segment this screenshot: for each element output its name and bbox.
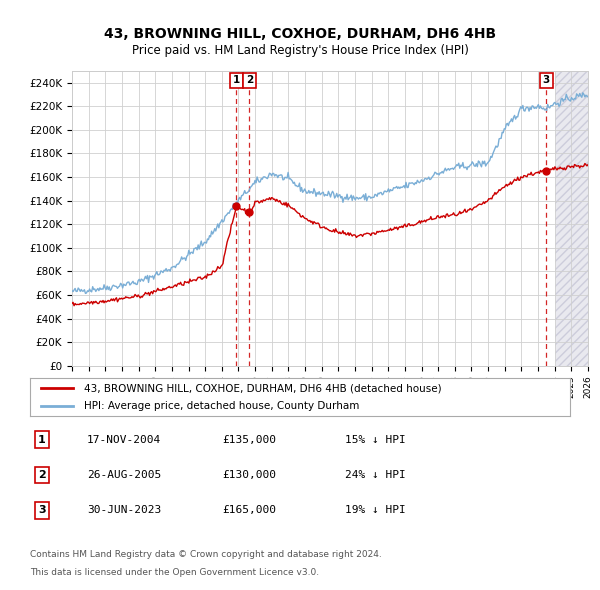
- Bar: [555, 71, 588, 366]
- Text: 3: 3: [38, 506, 46, 515]
- Text: £135,000: £135,000: [222, 435, 276, 444]
- Text: 15% ↓ HPI: 15% ↓ HPI: [345, 435, 406, 444]
- Text: 1: 1: [38, 435, 46, 444]
- Text: 19% ↓ HPI: 19% ↓ HPI: [345, 506, 406, 515]
- Text: 1: 1: [233, 76, 240, 85]
- Text: 3: 3: [543, 76, 550, 85]
- Text: 2: 2: [245, 76, 253, 85]
- Text: This data is licensed under the Open Government Licence v3.0.: This data is licensed under the Open Gov…: [30, 568, 319, 577]
- Text: 24% ↓ HPI: 24% ↓ HPI: [345, 470, 406, 480]
- Text: £130,000: £130,000: [222, 470, 276, 480]
- Text: Contains HM Land Registry data © Crown copyright and database right 2024.: Contains HM Land Registry data © Crown c…: [30, 550, 382, 559]
- Text: 26-AUG-2005: 26-AUG-2005: [87, 470, 161, 480]
- Text: 43, BROWNING HILL, COXHOE, DURHAM, DH6 4HB (detached house): 43, BROWNING HILL, COXHOE, DURHAM, DH6 4…: [84, 384, 442, 394]
- Text: HPI: Average price, detached house, County Durham: HPI: Average price, detached house, Coun…: [84, 401, 359, 411]
- Bar: [555, 71, 588, 366]
- Text: 43, BROWNING HILL, COXHOE, DURHAM, DH6 4HB: 43, BROWNING HILL, COXHOE, DURHAM, DH6 4…: [104, 27, 496, 41]
- Text: Price paid vs. HM Land Registry's House Price Index (HPI): Price paid vs. HM Land Registry's House …: [131, 44, 469, 57]
- Text: 17-NOV-2004: 17-NOV-2004: [87, 435, 161, 444]
- Text: 30-JUN-2023: 30-JUN-2023: [87, 506, 161, 515]
- Text: £165,000: £165,000: [222, 506, 276, 515]
- Text: 2: 2: [38, 470, 46, 480]
